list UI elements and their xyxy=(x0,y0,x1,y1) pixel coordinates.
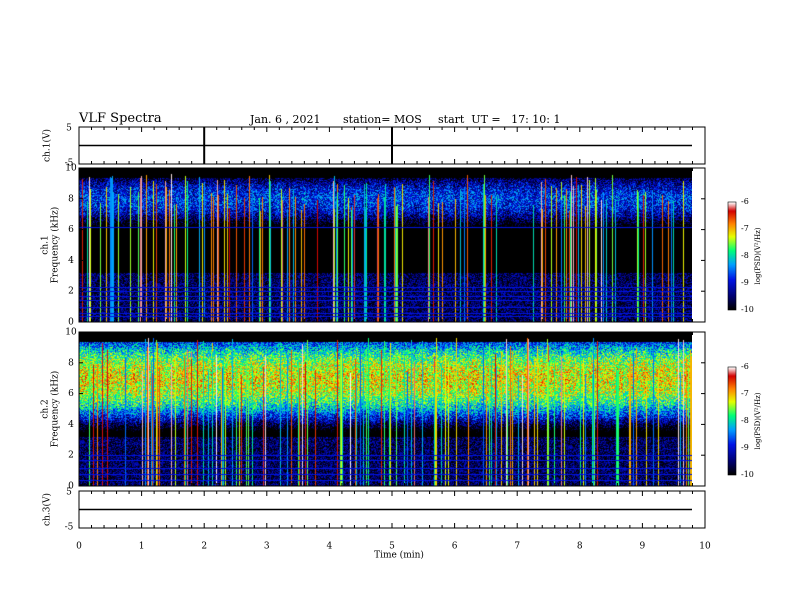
colorbar-tick-label: -9 xyxy=(741,443,749,452)
colorbar-tick-label: -10 xyxy=(741,470,754,479)
colorbar-frame xyxy=(727,366,737,476)
colorbar-label: log(PSD)(V²/Hz) xyxy=(754,392,762,449)
y-tick-label: 10 xyxy=(65,164,77,174)
ch2-frequency-label: Frequency (kHz) xyxy=(50,371,61,448)
ch2-colorbar xyxy=(728,367,736,475)
y-tick-label: 2 xyxy=(68,287,74,297)
colorbar-tick-label: -7 xyxy=(741,389,749,398)
colorbar-tick-label: -6 xyxy=(741,362,749,371)
y-tick-label: 0 xyxy=(68,318,74,328)
y-tick-label: 5 xyxy=(66,488,72,498)
ch2-channel-label: ch.2 xyxy=(41,399,51,418)
y-tick-label: 6 xyxy=(68,225,74,235)
ch1-colorbar xyxy=(728,202,736,310)
colorbar-label: log(PSD)(V²/Hz) xyxy=(754,227,762,284)
ch2-spectrogram xyxy=(79,332,692,486)
ch1-spectrogram xyxy=(79,168,692,322)
chart-title: VLF Spectra xyxy=(79,111,162,126)
x-tick-label: 2 xyxy=(201,542,207,552)
colorbar-tick-label: -10 xyxy=(741,305,754,314)
y-tick-label: 8 xyxy=(68,358,74,368)
x-tick-label: 9 xyxy=(640,542,646,552)
y-tick-label: 2 xyxy=(68,451,74,461)
x-tick-label: 3 xyxy=(264,542,270,552)
start-time-label: start UT = 17: 10: 1 xyxy=(438,113,561,126)
x-tick-label: 8 xyxy=(577,542,583,552)
y-tick-label: -5 xyxy=(65,523,74,533)
x-tick-label: 6 xyxy=(452,542,458,552)
ch1-channel-label: ch.1 xyxy=(41,235,51,254)
colorbar-tick-label: -9 xyxy=(741,278,749,287)
ch1-axis-label: ch.1(V) xyxy=(42,129,53,162)
x-tick-label: 1 xyxy=(139,542,145,552)
colorbar-tick-label: -6 xyxy=(741,197,749,206)
y-tick-label: -5 xyxy=(65,159,74,169)
date-label: Jan. 6 , 2021 xyxy=(250,113,321,126)
station-label: station= MOS xyxy=(343,113,422,126)
colorbar-frame xyxy=(727,201,737,311)
y-tick-label: 6 xyxy=(68,389,74,399)
y-tick-label: 5 xyxy=(66,124,72,134)
y-tick-label: 10 xyxy=(65,328,77,338)
ch3-axis-label: ch.3(V) xyxy=(42,493,53,526)
x-tick-label: 4 xyxy=(327,542,333,552)
colorbar-tick-label: -7 xyxy=(741,224,749,233)
x-tick-label: 7 xyxy=(514,542,520,552)
colorbar-tick-label: -8 xyxy=(741,416,749,425)
y-tick-label: 4 xyxy=(68,256,74,266)
x-tick-label: 10 xyxy=(699,542,711,552)
y-tick-label: 8 xyxy=(68,194,74,204)
colorbar-tick-label: -8 xyxy=(741,251,749,260)
x-tick-label: 5 xyxy=(389,542,395,552)
y-tick-label: 0 xyxy=(68,482,74,492)
y-tick-label: 4 xyxy=(68,420,74,430)
x-tick-label: 0 xyxy=(76,542,82,552)
ch1-frequency-label: Frequency (kHz) xyxy=(50,207,61,284)
x-axis-label: Time (min) xyxy=(374,550,424,561)
